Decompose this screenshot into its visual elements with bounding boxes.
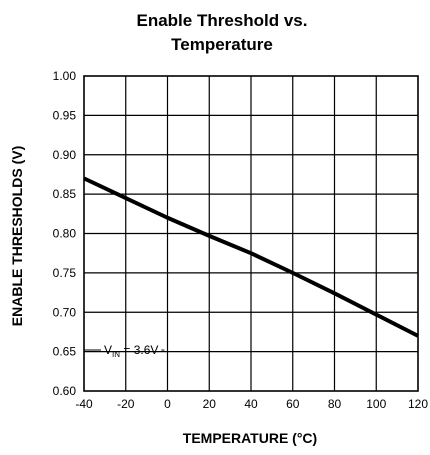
x-tick-label: 20 xyxy=(203,397,217,411)
y-axis-label: ENABLE THRESHOLDS (V) xyxy=(9,146,25,326)
series-line xyxy=(83,176,419,338)
annotation-suffix: = 3.6V xyxy=(120,343,158,357)
chart-title-line-2: Temperature xyxy=(171,35,273,54)
grid xyxy=(84,76,418,391)
y-tick-label: 0.80 xyxy=(53,227,77,241)
annotation-label: VIN = 3.6V xyxy=(104,343,158,359)
y-tick-labels: 0.60 0.65 0.70 0.75 0.80 0.85 0.90 0.95 1.00 xyxy=(53,69,77,398)
x-tick-label: -40 xyxy=(75,397,93,411)
x-axis-label: TEMPERATURE (°C) xyxy=(183,430,317,446)
series-layer xyxy=(83,176,419,338)
y-tick-label: 0.90 xyxy=(53,148,77,162)
y-tick-label: 0.65 xyxy=(53,345,77,359)
x-tick-label: 100 xyxy=(366,397,386,411)
y-tick-label: 0.70 xyxy=(53,305,77,319)
x-tick-label: 0 xyxy=(164,397,171,411)
x-tick-label: -20 xyxy=(117,397,135,411)
annotation-prefix: V xyxy=(104,343,112,357)
annotation-subscript: IN xyxy=(112,350,120,359)
chart-title-line-1: Enable Threshold vs. xyxy=(137,11,308,30)
y-tick-label: 0.95 xyxy=(53,108,77,122)
x-tick-label: 120 xyxy=(408,397,428,411)
y-tick-label: 0.85 xyxy=(53,187,77,201)
x-tick-label: 40 xyxy=(244,397,258,411)
annotation-layer: VIN = 3.6V xyxy=(84,343,165,359)
x-tick-label: 60 xyxy=(286,397,300,411)
plot-border xyxy=(83,75,419,392)
y-tick-label: 1.00 xyxy=(53,69,77,83)
x-tick-label: 80 xyxy=(328,397,342,411)
y-tick-label: 0.75 xyxy=(53,266,77,280)
plot-frame xyxy=(83,75,419,392)
y-tick-label: 0.60 xyxy=(53,384,77,398)
x-tick-labels: -40 -20 0 20 40 60 80 100 120 xyxy=(75,397,428,411)
